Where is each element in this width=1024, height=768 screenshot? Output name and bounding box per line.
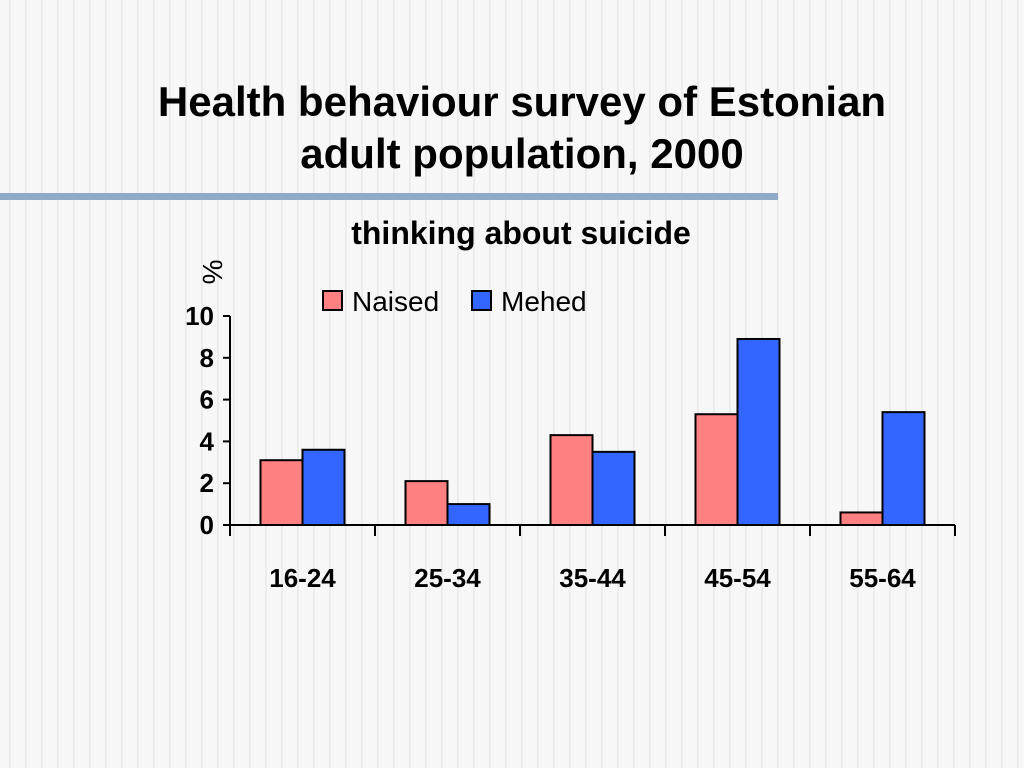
bar-naised-55-64	[839, 511, 884, 527]
slide-title-line2: adult population, 2000	[300, 130, 744, 177]
bar-naised-35-44	[549, 434, 594, 527]
x-tick-label: 55-64	[849, 563, 916, 593]
bar-naised-45-54	[694, 413, 739, 527]
y-tick-label: 4	[200, 426, 215, 456]
bars-group	[259, 337, 926, 527]
y-tick-label: 8	[200, 343, 214, 373]
slide-title-line1: Health behaviour survey of Estonian	[157, 78, 887, 125]
legend-label-mehed: Mehed	[501, 286, 587, 317]
y-tick-label: 2	[200, 468, 214, 498]
axes-group: 0 2 4 6 8 10 16-24 25-34 35-44 45-54 55-64	[185, 301, 956, 593]
legend-swatch-naised	[322, 290, 343, 311]
bar-naised-25-34	[404, 480, 449, 526]
bar-mehed-55-64	[881, 411, 926, 527]
legend-label-naised: Naised	[352, 286, 439, 317]
bar-mehed-16-24	[301, 448, 346, 527]
x-tick-label: 25-34	[414, 563, 481, 593]
y-tick-label: 0	[200, 510, 214, 540]
bar-mehed-45-54	[736, 337, 781, 526]
x-tick-label: 16-24	[269, 563, 336, 593]
bar-naised-16-24	[259, 459, 304, 526]
slide-title: Health behaviour survey of Estonian adul…	[40, 76, 1004, 180]
y-tick-label: 10	[185, 301, 214, 331]
x-tick-label: 45-54	[704, 563, 771, 593]
bar-mehed-25-34	[446, 503, 491, 527]
y-axis-label: %	[197, 260, 228, 285]
chart-legend: Naised Mehed	[322, 286, 587, 317]
x-tick-label: 35-44	[559, 563, 626, 593]
title-divider	[0, 193, 778, 200]
bar-mehed-35-44	[591, 450, 636, 527]
legend-swatch-mehed	[471, 290, 492, 311]
y-tick-label: 6	[200, 385, 214, 415]
chart-title: thinking about suicide	[351, 215, 691, 251]
